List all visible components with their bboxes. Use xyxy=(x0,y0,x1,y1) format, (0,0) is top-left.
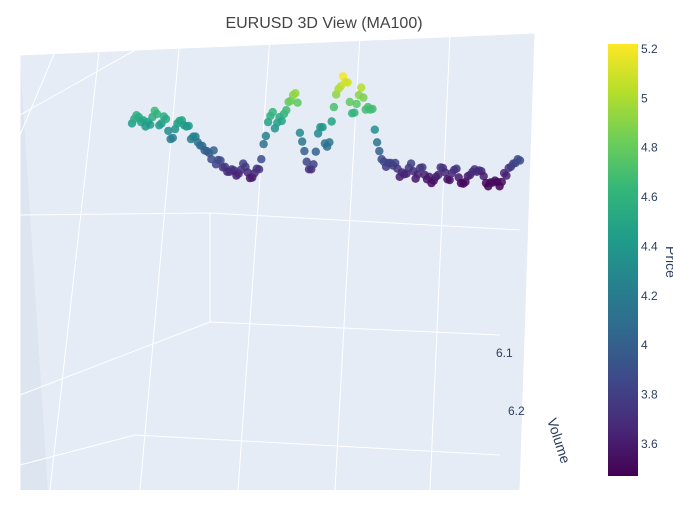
data-point[interactable] xyxy=(302,157,311,166)
data-point[interactable] xyxy=(313,129,323,138)
data-point[interactable] xyxy=(254,165,264,174)
data-points[interactable] xyxy=(127,72,525,191)
data-point[interactable] xyxy=(161,114,171,124)
data-point[interactable] xyxy=(168,133,177,143)
data-point[interactable] xyxy=(413,170,423,179)
data-point[interactable] xyxy=(184,121,193,131)
data-point[interactable] xyxy=(343,78,352,87)
data-point[interactable] xyxy=(375,146,384,156)
data-point[interactable] xyxy=(434,170,443,180)
data-point[interactable] xyxy=(291,89,300,98)
data-point[interactable] xyxy=(259,139,268,149)
data-point[interactable] xyxy=(479,172,488,181)
data-point[interactable] xyxy=(277,116,286,126)
data-point[interactable] xyxy=(325,138,334,147)
data-point[interactable] xyxy=(357,83,366,92)
data-point[interactable] xyxy=(440,168,450,177)
colorbar-title: Price xyxy=(663,246,673,278)
data-point[interactable] xyxy=(261,131,271,141)
data-point[interactable] xyxy=(295,128,305,137)
data-point[interactable] xyxy=(257,155,266,164)
y-tick-label: 6.2 xyxy=(508,404,525,418)
data-point[interactable] xyxy=(152,109,162,119)
data-point[interactable] xyxy=(298,137,307,146)
data-point[interactable] xyxy=(452,164,461,173)
data-point[interactable] xyxy=(368,104,377,114)
data-point[interactable] xyxy=(352,99,361,109)
colorbar-tick-label: 4.4 xyxy=(641,239,658,253)
data-point[interactable] xyxy=(216,156,225,165)
data-point[interactable] xyxy=(515,156,525,165)
colorbar-tick-label: 5.2 xyxy=(641,42,658,56)
colorbar-tick-label: 3.6 xyxy=(641,437,658,451)
data-point[interactable] xyxy=(406,159,416,168)
data-point[interactable] xyxy=(209,146,218,155)
colorbar-gradient xyxy=(608,44,638,476)
colorbar-tick-label: 4.6 xyxy=(641,190,658,204)
scene-back-wall xyxy=(20,33,535,490)
data-point[interactable] xyxy=(345,97,354,107)
data-point[interactable] xyxy=(359,93,368,102)
data-point[interactable] xyxy=(327,117,336,126)
data-point[interactable] xyxy=(293,98,302,107)
y-axis-title: Volume xyxy=(544,416,574,466)
colorbar-tick-label: 5 xyxy=(641,91,648,105)
data-point[interactable] xyxy=(497,177,506,187)
colorbar-tick-label: 3.8 xyxy=(641,388,658,402)
colorbar[interactable]: 3.6 3.8 4 4.2 4.4 4.6 4.8 5 5.2 Price xyxy=(608,42,673,476)
data-point[interactable] xyxy=(146,120,155,129)
colorbar-tick-label: 4.8 xyxy=(641,141,658,155)
data-point[interactable] xyxy=(282,106,291,115)
data-point[interactable] xyxy=(318,123,327,132)
chart-title: EURUSD 3D View (MA100) xyxy=(225,15,422,32)
data-point[interactable] xyxy=(309,160,318,169)
colorbar-tick-label: 4.2 xyxy=(641,289,658,303)
data-point[interactable] xyxy=(164,126,173,136)
data-point[interactable] xyxy=(300,146,309,156)
scene-grid xyxy=(19,32,536,491)
scene[interactable]: 6.1 6.2 Volume xyxy=(19,32,574,491)
data-point[interactable] xyxy=(502,171,511,180)
data-point[interactable] xyxy=(311,147,320,156)
data-point[interactable] xyxy=(372,138,382,147)
scene-left-wall xyxy=(20,55,48,490)
data-point[interactable] xyxy=(445,175,454,185)
data-point[interactable] xyxy=(268,107,277,117)
data-point[interactable] xyxy=(370,125,379,134)
data-point[interactable] xyxy=(350,108,359,117)
colorbar-tick-label: 4 xyxy=(641,338,648,352)
data-point[interactable] xyxy=(329,102,339,112)
y-tick-label: 6.1 xyxy=(496,346,513,360)
data-point[interactable] xyxy=(418,163,427,172)
